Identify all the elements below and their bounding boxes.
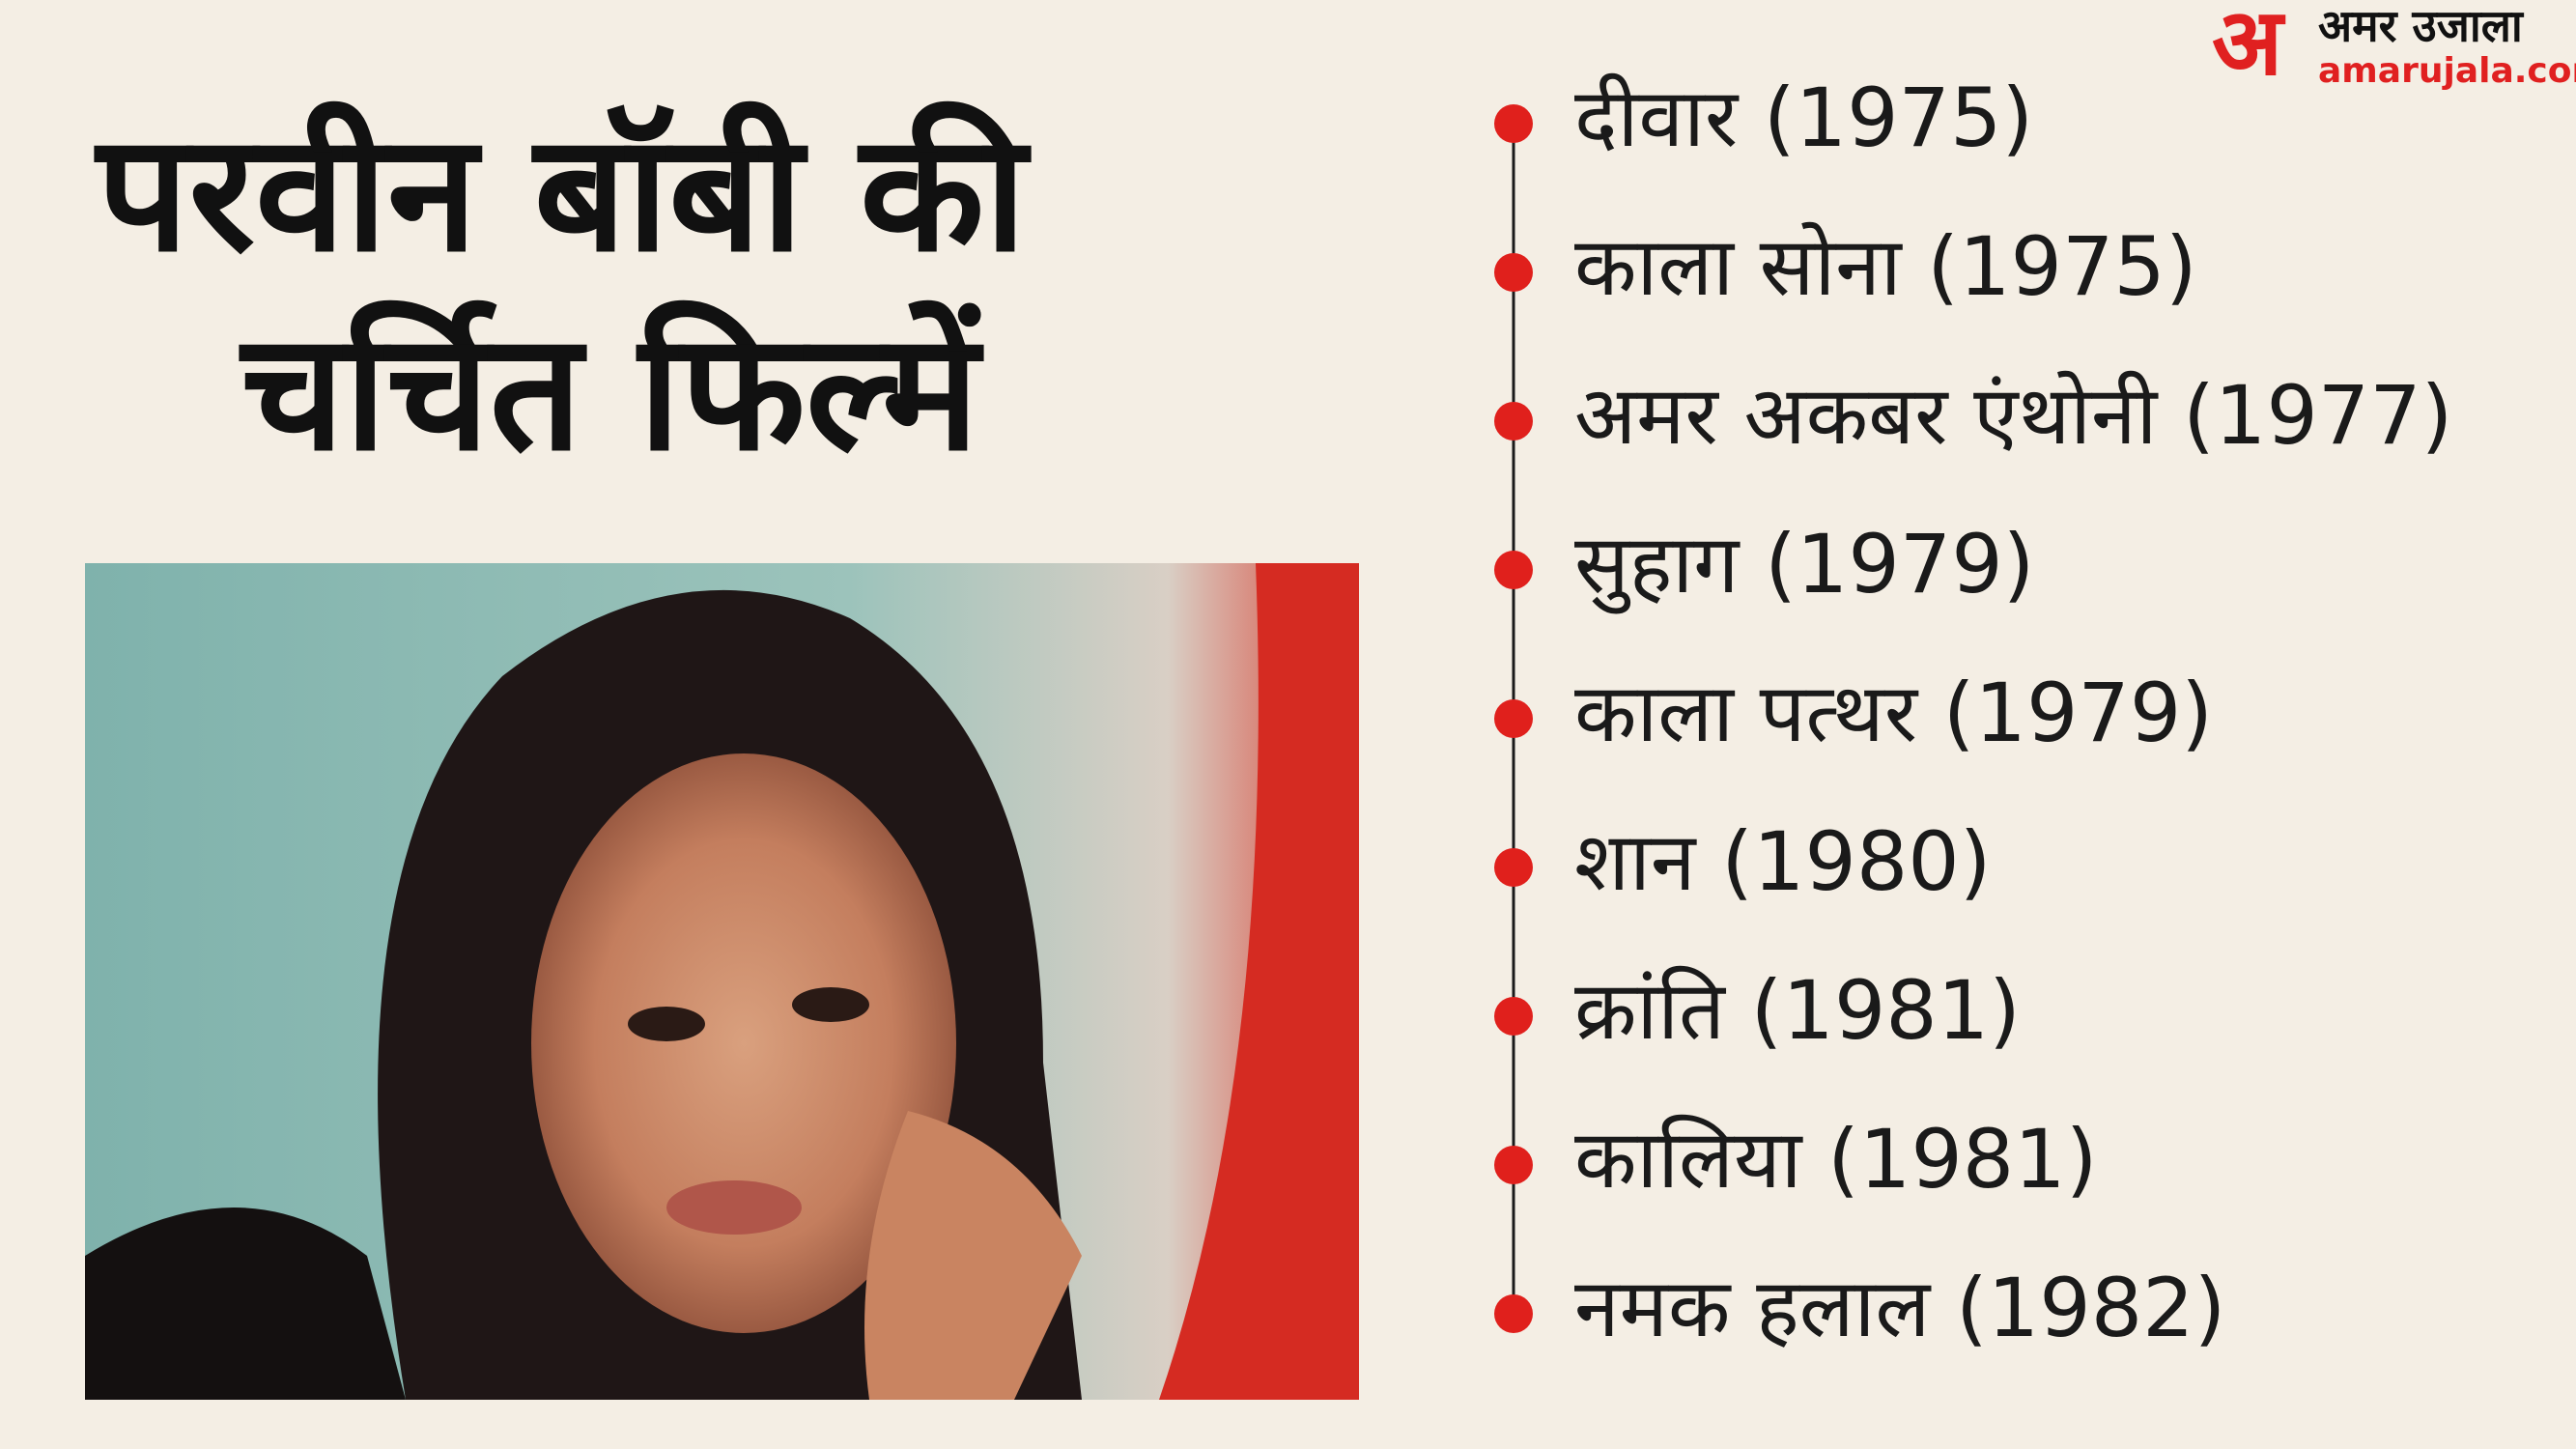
film-item: सुहाग (1979) xyxy=(1574,517,2034,614)
timeline-dot xyxy=(1494,253,1533,292)
photo xyxy=(85,563,1359,1400)
film-item: शान (1980) xyxy=(1574,814,1992,909)
film-item: कालिया (1981) xyxy=(1574,1112,2097,1207)
timeline-dot xyxy=(1494,1294,1533,1333)
timeline-dot xyxy=(1494,699,1533,738)
title-line: परवीन बॉबी की xyxy=(94,99,1032,288)
film-item: अमर अकबर एंथोनी (1977) xyxy=(1574,368,2452,463)
photo-dark-fabric xyxy=(85,1208,406,1400)
timeline-dot xyxy=(1494,1146,1533,1184)
logo: अ अमर उजाला amarujala.com xyxy=(2212,0,2576,96)
title-line: चर्चित फिल्में xyxy=(239,298,984,487)
film-item: काला सोना (1975) xyxy=(1574,219,2197,314)
photo-hand xyxy=(864,1111,1082,1400)
film-item: नमक हलाल (1982) xyxy=(1574,1261,2225,1355)
timeline-dot xyxy=(1494,104,1533,143)
photo-red-cloth xyxy=(1159,563,1359,1400)
logo-mark: अ xyxy=(2212,0,2286,96)
photo-lips xyxy=(666,1180,802,1235)
logo-name: अमर उजाला xyxy=(2318,0,2525,52)
film-item: काला पत्थर (1979) xyxy=(1574,666,2213,760)
logo-site: amarujala.com xyxy=(2318,51,2576,91)
timeline-dot xyxy=(1494,551,1533,589)
timeline-dot xyxy=(1494,848,1533,887)
film-item: क्रांति (1981) xyxy=(1574,963,2021,1058)
film-list: दीवार (1975) काला सोना (1975) अमर अकबर एंथ… xyxy=(1494,71,2452,1355)
photo-eye xyxy=(792,987,869,1022)
photo-eye xyxy=(628,1007,705,1041)
photo-face xyxy=(531,753,956,1333)
timeline-dot xyxy=(1494,402,1533,440)
timeline-dot xyxy=(1494,997,1533,1036)
film-item: दीवार (1975) xyxy=(1574,71,2033,165)
